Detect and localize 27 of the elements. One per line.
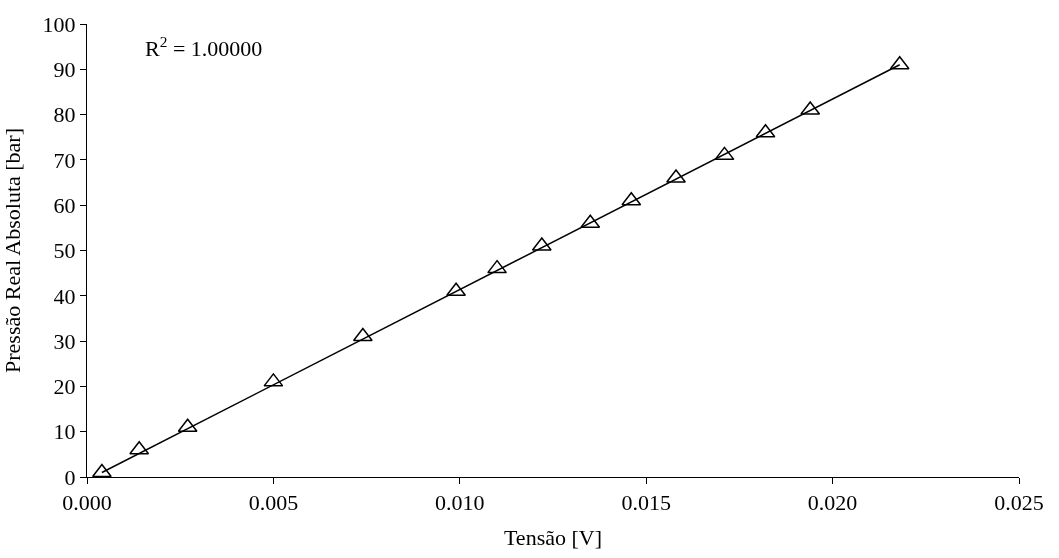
y-tick-label: 20 <box>53 374 76 400</box>
point <box>487 259 508 274</box>
point <box>714 146 735 161</box>
x-tick-label: 0.000 <box>62 490 112 516</box>
y-tick-label: 50 <box>53 238 76 264</box>
x-tick-label: 0.025 <box>994 490 1044 516</box>
x-tick-label: 0.005 <box>248 490 299 516</box>
y-tick-label: 30 <box>53 328 76 354</box>
y-tick-label: 60 <box>53 192 76 218</box>
x-tick-label: 0.020 <box>807 490 858 516</box>
x-tick-label: 0.010 <box>435 490 485 516</box>
point <box>755 123 776 138</box>
y-axis-title: Pressão Real Absoluta [bar] <box>0 128 26 373</box>
y-tick-label: 90 <box>53 57 76 82</box>
y-tick-label: 70 <box>53 147 76 173</box>
y-tick-label: 80 <box>53 102 76 128</box>
x-axis-title: Tensão [V] <box>503 525 603 551</box>
y-tick-label: 0 <box>64 464 76 490</box>
x-tick-label: 0.015 <box>621 490 671 516</box>
annotation: R$^{2}$ = 1.00000 <box>145 33 263 62</box>
point <box>352 327 373 342</box>
y-tick-label: 10 <box>53 419 76 445</box>
point <box>580 214 601 229</box>
point <box>621 191 642 206</box>
y-tick-label: 40 <box>53 283 76 309</box>
point <box>446 282 467 297</box>
y-tick-label: 100 <box>42 11 76 37</box>
